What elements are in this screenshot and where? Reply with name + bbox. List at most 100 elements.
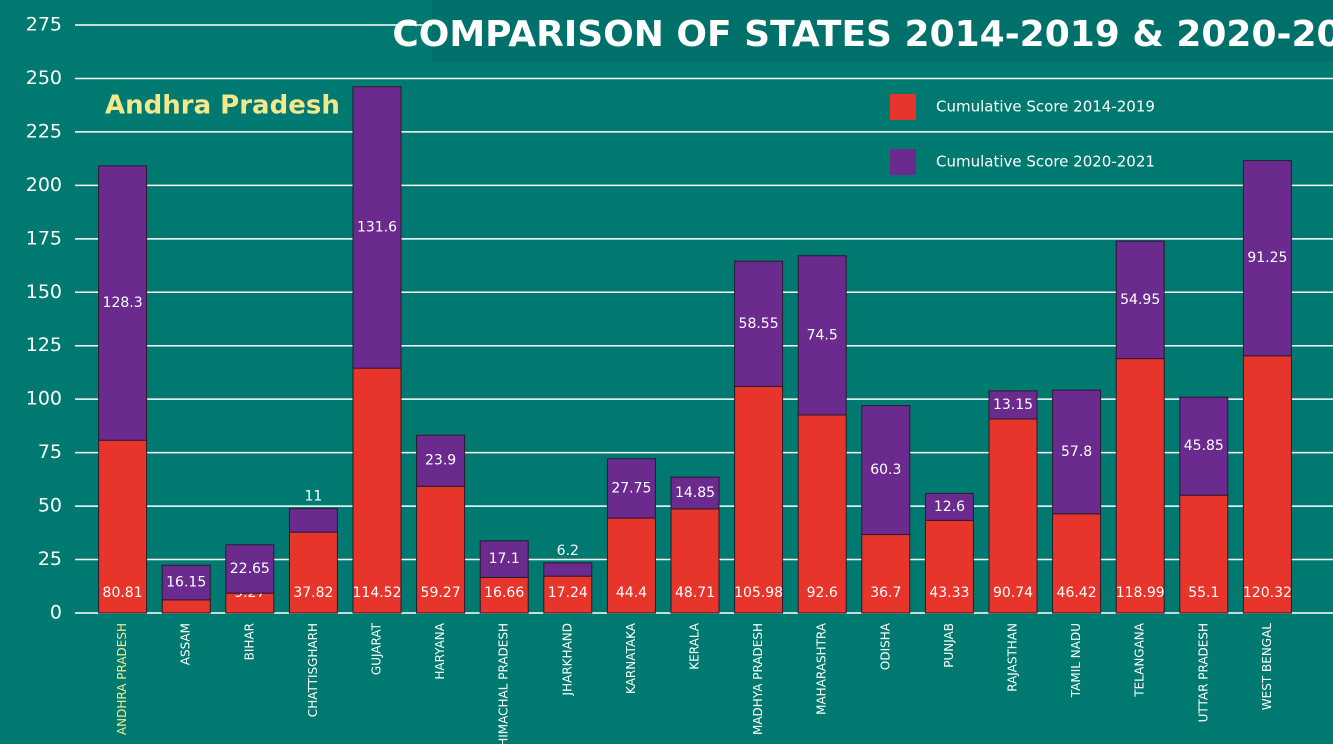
data-label: 6.2 bbox=[557, 543, 579, 559]
bar-segment bbox=[1115, 358, 1165, 614]
data-label: 74.5 bbox=[807, 327, 838, 343]
data-label: 11 bbox=[304, 489, 322, 505]
data-label: 92.6 bbox=[807, 585, 838, 601]
data-label: 90.74 bbox=[993, 585, 1033, 601]
bar-segment bbox=[161, 599, 211, 614]
data-label: 60.3 bbox=[870, 462, 901, 478]
x-tick-label: JHARKHAND bbox=[560, 623, 574, 696]
chart-title: COMPARISON OF STATES 2014-2019 & 2020-20… bbox=[392, 14, 1333, 55]
y-tick-label: 225 bbox=[26, 120, 62, 142]
y-tick-label: 75 bbox=[38, 441, 62, 463]
bar-segment bbox=[1179, 396, 1229, 496]
data-label: 80.81 bbox=[103, 585, 143, 601]
bar-segment bbox=[225, 544, 275, 594]
bar-segment bbox=[352, 86, 402, 369]
data-label: 23.9 bbox=[425, 453, 456, 469]
x-tick-label: ASSAM bbox=[179, 623, 193, 665]
x-tick-label: ANDHRA PRADESH bbox=[115, 623, 129, 735]
data-label: 44.4 bbox=[616, 585, 647, 601]
x-tick-label: ODISHA bbox=[878, 622, 892, 670]
data-label: 16.66 bbox=[484, 585, 524, 601]
data-label: 13.15 bbox=[993, 397, 1033, 413]
data-label: 54.95 bbox=[1120, 292, 1160, 308]
bar-segment bbox=[479, 540, 529, 578]
x-tick-label: TAMIL NADU bbox=[1069, 623, 1083, 698]
data-label: 58.55 bbox=[739, 316, 779, 332]
bar-segment bbox=[670, 476, 720, 510]
data-label: 114.52 bbox=[353, 585, 402, 601]
x-tick-label: GUJARAT bbox=[370, 622, 384, 675]
x-tick-label: MADHYA PRADESH bbox=[751, 623, 765, 735]
bar-segment bbox=[543, 562, 593, 577]
legend-swatch bbox=[890, 149, 916, 175]
data-label: 55.1 bbox=[1188, 585, 1219, 601]
title-band bbox=[432, 0, 1333, 62]
x-tick-label: CHATTISGHARH bbox=[306, 623, 320, 717]
bar-segment bbox=[416, 485, 466, 614]
bar-segment bbox=[1115, 240, 1165, 360]
data-label: 17.1 bbox=[489, 551, 520, 567]
bar-segment bbox=[797, 414, 847, 614]
x-tick-label: MAHARASHTRA bbox=[815, 622, 829, 715]
data-label: 16.15 bbox=[166, 575, 206, 591]
y-tick-label: 150 bbox=[26, 281, 62, 303]
bar-segment bbox=[352, 367, 402, 614]
data-label: 91.25 bbox=[1247, 250, 1287, 266]
bar-segment bbox=[288, 531, 338, 614]
bar-segment bbox=[606, 458, 656, 519]
y-tick-label: 100 bbox=[26, 388, 62, 410]
x-tick-label: BIHAR bbox=[242, 623, 256, 660]
data-label: 120.32 bbox=[1243, 585, 1292, 601]
y-tick-label: 25 bbox=[38, 548, 62, 570]
bar-segment bbox=[543, 575, 593, 614]
bar-segment bbox=[161, 564, 211, 601]
y-tick-label: 125 bbox=[26, 334, 62, 356]
bar-segment bbox=[98, 165, 148, 441]
bar-segment bbox=[1052, 389, 1102, 515]
data-label: 12.6 bbox=[934, 499, 965, 515]
bar-segment bbox=[1179, 494, 1229, 614]
legend-swatch bbox=[890, 94, 916, 120]
data-label: 118.99 bbox=[1116, 585, 1165, 601]
y-tick-label: 50 bbox=[38, 495, 62, 517]
bar-segment bbox=[479, 576, 529, 614]
bar-segment bbox=[924, 519, 974, 614]
x-tick-label: KERALA bbox=[688, 622, 702, 669]
data-label: 48.71 bbox=[675, 585, 715, 601]
y-tick-label: 0 bbox=[50, 602, 62, 624]
data-label: 36.7 bbox=[870, 585, 901, 601]
x-tick-label: TELANGANA bbox=[1133, 622, 1147, 698]
data-label: 17.24 bbox=[548, 585, 588, 601]
data-label: 46.42 bbox=[1057, 585, 1097, 601]
bar-segment bbox=[1242, 160, 1292, 357]
annotation: Andhra Pradesh bbox=[105, 91, 340, 121]
data-label: 37.82 bbox=[293, 585, 333, 601]
bar-segment bbox=[797, 255, 847, 416]
y-tick-label: 250 bbox=[26, 67, 62, 89]
x-tick-label: UTTAR PRADESH bbox=[1196, 623, 1210, 722]
x-tick-label: HIMACHAL PRADESH bbox=[497, 623, 511, 744]
y-tick-label: 200 bbox=[26, 174, 62, 196]
bar-segment bbox=[670, 508, 720, 614]
bar-segment bbox=[734, 260, 784, 387]
bar-segment bbox=[924, 492, 974, 521]
bar-segment bbox=[416, 434, 466, 487]
bar-segment bbox=[606, 517, 656, 614]
bar-segment bbox=[1242, 355, 1292, 614]
bar-segment bbox=[988, 390, 1038, 420]
data-label: 45.85 bbox=[1184, 438, 1224, 454]
legend-label: Cumulative Score 2014-2019 bbox=[936, 98, 1155, 116]
y-tick-label: 175 bbox=[26, 227, 62, 249]
data-label: 105.98 bbox=[734, 585, 783, 601]
x-tick-label: RAJASTHAN bbox=[1006, 623, 1020, 692]
data-label: 22.65 bbox=[230, 561, 270, 577]
data-label: 131.6 bbox=[357, 219, 397, 235]
x-tick-label: PUNJAB bbox=[942, 623, 956, 668]
data-label: 43.33 bbox=[929, 585, 969, 601]
bar-segment bbox=[734, 385, 784, 614]
x-tick-label: KARNATAKA bbox=[624, 622, 638, 694]
bar-segment bbox=[988, 418, 1038, 614]
data-label: 14.85 bbox=[675, 485, 715, 501]
